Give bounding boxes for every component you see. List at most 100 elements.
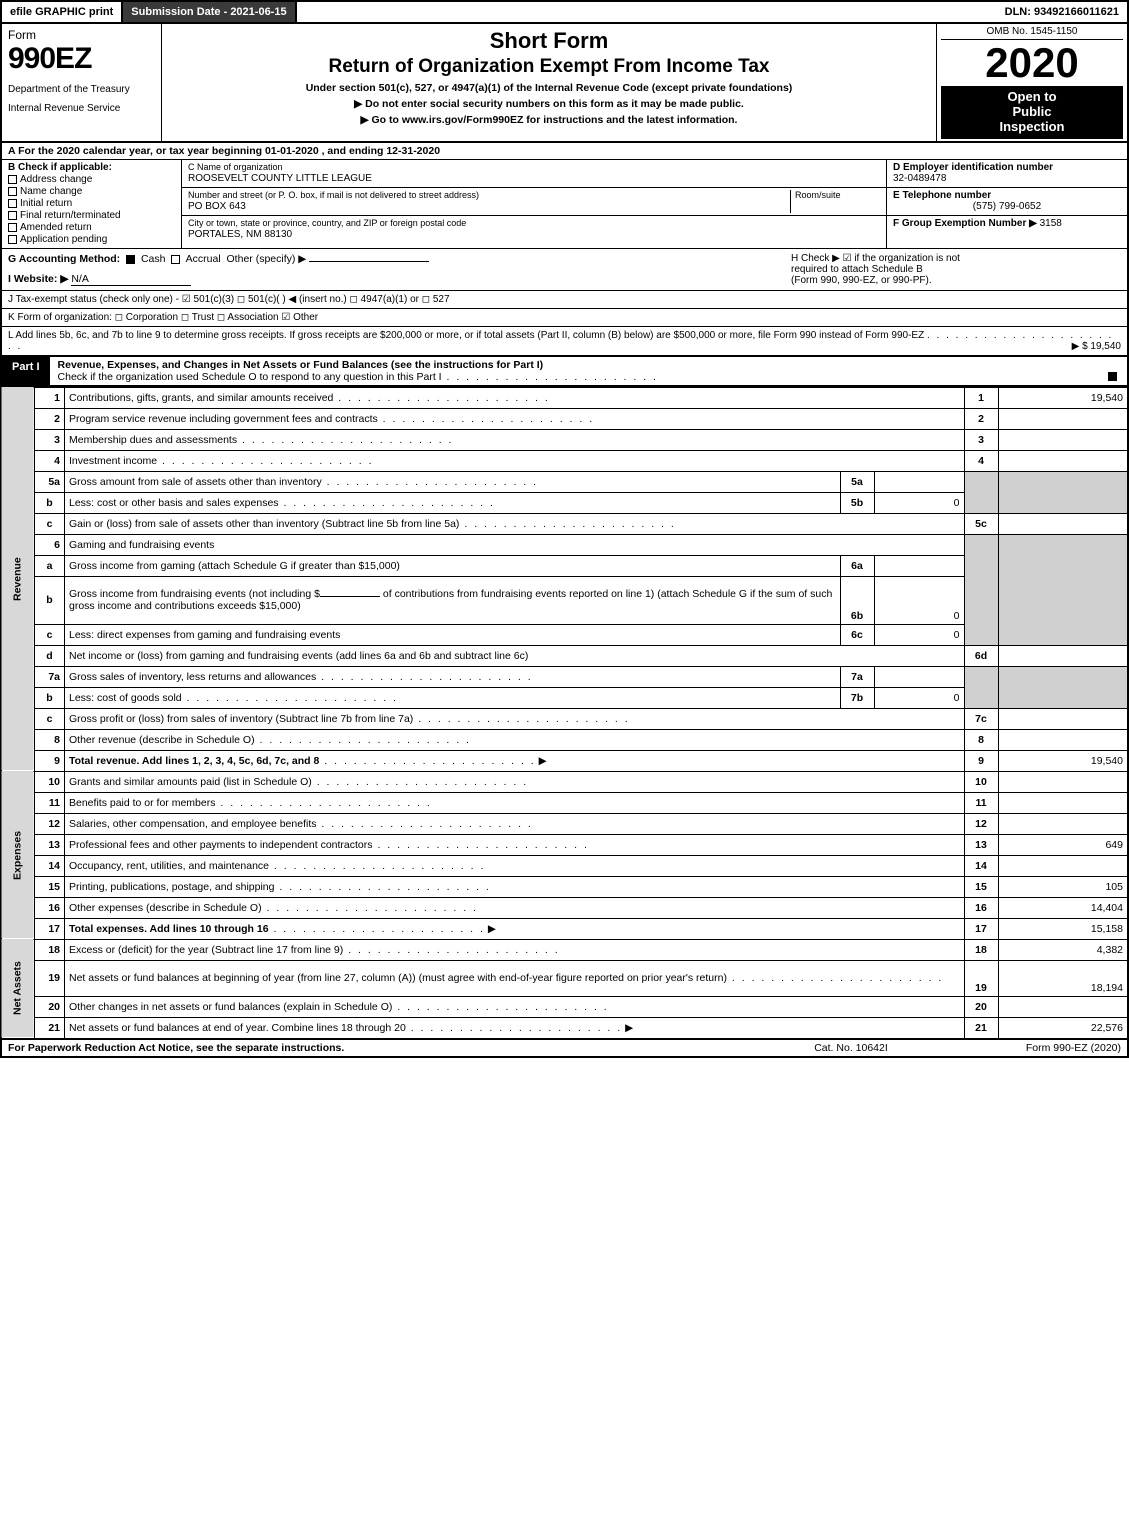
footer-mid: Cat. No. 10642I: [761, 1042, 941, 1054]
r4-num: 4: [35, 450, 65, 471]
r8-desc: Other revenue (describe in Schedule O): [69, 734, 255, 746]
r7a-bl: 7a: [840, 666, 874, 687]
row-7b: b Less: cost of goods sold 7b 0: [1, 687, 1128, 708]
chk-final-return[interactable]: Final return/terminated: [8, 210, 175, 221]
r7a-num: 7a: [35, 666, 65, 687]
r19-desc: Net assets or fund balances at beginning…: [69, 972, 727, 984]
r7c-desc: Gross profit or (loss) from sales of inv…: [69, 713, 413, 725]
r2-rv: [998, 408, 1128, 429]
r5c-rn: 5c: [964, 513, 998, 534]
part1-checkbox[interactable]: [1101, 357, 1127, 385]
r6a-bv: [874, 555, 964, 576]
c-name-label: C Name of organization: [188, 162, 880, 172]
r7ab-grey: [964, 666, 998, 708]
l-amount: ▶ $ 19,540: [1072, 341, 1121, 352]
chk-cash[interactable]: [126, 255, 135, 264]
r4-rv: [998, 450, 1128, 471]
r21-rn: 21: [964, 1017, 998, 1038]
chk-application-pending[interactable]: Application pending: [8, 234, 175, 245]
r15-desc: Printing, publications, postage, and shi…: [69, 881, 274, 893]
row-5a: 5a Gross amount from sale of assets othe…: [1, 471, 1128, 492]
form-code: 990EZ: [8, 42, 155, 76]
r10-rn: 10: [964, 771, 998, 792]
d-label: D Employer identification number: [893, 162, 1121, 173]
row-19: 19 Net assets or fund balances at beginni…: [1, 960, 1128, 996]
r16-num: 16: [35, 897, 65, 918]
r6d-num: d: [35, 645, 65, 666]
e-label: E Telephone number: [893, 190, 1121, 201]
row-21: 21 Net assets or fund balances at end of …: [1, 1017, 1128, 1038]
c-street-row: Number and street (or P. O. box, if mail…: [182, 188, 886, 216]
efile-label[interactable]: efile GRAPHIC print: [2, 2, 123, 22]
line-a: A For the 2020 calendar year, or tax yea…: [0, 143, 1129, 160]
r8-num: 8: [35, 729, 65, 750]
identity-block: B Check if applicable: Address change Na…: [0, 160, 1129, 249]
part1-title-text: Revenue, Expenses, and Changes in Net As…: [58, 359, 544, 371]
r20-num: 20: [35, 996, 65, 1017]
r6c-bv: 0: [874, 624, 964, 645]
d-value: 32-0489478: [893, 173, 1121, 184]
row-6a: a Gross income from gaming (attach Sched…: [1, 555, 1128, 576]
omb-number: OMB No. 1545-1150: [941, 26, 1123, 40]
chk-final-return-label: Final return/terminated: [20, 210, 121, 221]
footer-left: For Paperwork Reduction Act Notice, see …: [8, 1042, 761, 1054]
r9-arrow: ▶: [539, 755, 547, 767]
r12-rv: [998, 813, 1128, 834]
g-label: G Accounting Method:: [8, 253, 120, 265]
submission-date: Submission Date - 2021-06-15: [123, 2, 296, 22]
chk-amended-return[interactable]: Amended return: [8, 222, 175, 233]
r8-rv: [998, 729, 1128, 750]
r5b-num: b: [35, 492, 65, 513]
top-bar: efile GRAPHIC print Submission Date - 20…: [0, 0, 1129, 24]
d-ein: D Employer identification number 32-0489…: [887, 160, 1127, 188]
r16-rv: 14,404: [998, 897, 1128, 918]
r7c-rn: 7c: [964, 708, 998, 729]
part1-check-line: Check if the organization used Schedule …: [58, 371, 442, 383]
row-12: 12Salaries, other compensation, and empl…: [1, 813, 1128, 834]
row-2: 2 Program service revenue including gove…: [1, 408, 1128, 429]
r6b-bv: 0: [874, 576, 964, 624]
r6c-bl: 6c: [840, 624, 874, 645]
tax-year: 2020: [941, 42, 1123, 84]
row-5b: b Less: cost or other basis and sales ex…: [1, 492, 1128, 513]
dept-label: Department of the Treasury: [8, 84, 155, 95]
r12-num: 12: [35, 813, 65, 834]
chk-address-change[interactable]: Address change: [8, 174, 175, 185]
r13-desc: Professional fees and other payments to …: [69, 839, 373, 851]
r6a-desc: Gross income from gaming (attach Schedul…: [65, 555, 841, 576]
r17-rn: 17: [964, 918, 998, 939]
r18-rv: 4,382: [998, 939, 1128, 960]
header-right: OMB No. 1545-1150 2020 Open to Public In…: [937, 24, 1127, 141]
r11-rv: [998, 792, 1128, 813]
g-other-input[interactable]: [309, 261, 429, 262]
row-18: Net Assets 18 Excess or (deficit) for th…: [1, 939, 1128, 960]
r19-rn: 19: [964, 960, 998, 996]
chk-name-change-label: Name change: [20, 186, 82, 197]
r9-rv: 19,540: [998, 750, 1128, 771]
website-value: N/A: [71, 273, 191, 286]
row-4: 4 Investment income 4: [1, 450, 1128, 471]
r5b-desc: Less: cost or other basis and sales expe…: [69, 497, 279, 509]
goto-link[interactable]: ▶ Go to www.irs.gov/Form990EZ for instru…: [170, 114, 928, 126]
r5b-bv: 0: [874, 492, 964, 513]
chk-initial-return[interactable]: Initial return: [8, 198, 175, 209]
r21-desc: Net assets or fund balances at end of ye…: [69, 1022, 406, 1034]
row-6b: b Gross income from fundraising events (…: [1, 576, 1128, 624]
r18-rn: 18: [964, 939, 998, 960]
chk-initial-return-label: Initial return: [20, 198, 72, 209]
c-street-label: Number and street (or P. O. box, if mail…: [188, 190, 790, 200]
r18-desc: Excess or (deficit) for the year (Subtra…: [69, 944, 343, 956]
g-accounting: G Accounting Method: Cash Accrual Other …: [8, 253, 791, 286]
row-16: 16Other expenses (describe in Schedule O…: [1, 897, 1128, 918]
r6-grey: [964, 534, 998, 645]
row-9: 9 Total revenue. Add lines 1, 2, 3, 4, 5…: [1, 750, 1128, 771]
r11-desc: Benefits paid to or for members: [69, 797, 215, 809]
r15-rv: 105: [998, 876, 1128, 897]
r15-num: 15: [35, 876, 65, 897]
r6d-rn: 6d: [964, 645, 998, 666]
row-11: 11Benefits paid to or for members11: [1, 792, 1128, 813]
r11-num: 11: [35, 792, 65, 813]
chk-accrual[interactable]: [171, 255, 180, 264]
chk-name-change[interactable]: Name change: [8, 186, 175, 197]
r6a-num: a: [35, 555, 65, 576]
